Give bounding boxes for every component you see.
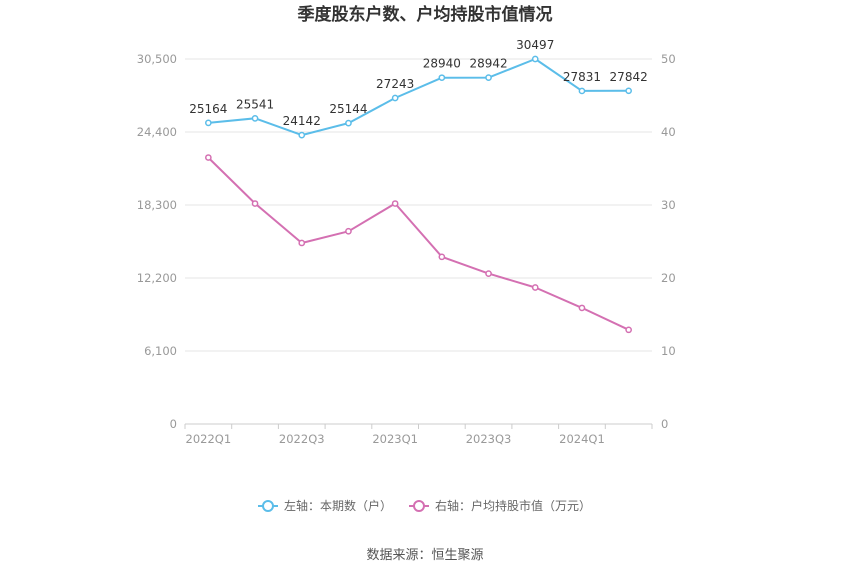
data-label: 28940 (423, 57, 461, 71)
x-tick-label: 2022Q3 (279, 432, 325, 446)
data-point[interactable] (625, 326, 633, 334)
source-note: 数据来源：恒生聚源 (366, 548, 483, 563)
y-right-tick-label: 20 (661, 271, 676, 285)
y-left-tick-label: 6,100 (144, 344, 177, 358)
data-point[interactable] (438, 253, 446, 261)
y-left-tick-label: 24,400 (137, 125, 177, 139)
y-left-tick-label: 18,300 (137, 198, 177, 212)
x-tick-label: 2022Q1 (186, 432, 232, 446)
data-point[interactable] (531, 55, 539, 63)
data-point[interactable] (578, 87, 586, 95)
data-point[interactable] (485, 270, 492, 277)
data-point[interactable] (578, 304, 586, 312)
data-point[interactable] (205, 154, 212, 161)
y-right-tick-label: 30 (661, 198, 676, 212)
y-left-tick-label: 0 (170, 417, 177, 431)
data-point[interactable] (391, 200, 399, 207)
data-point[interactable] (345, 227, 352, 235)
data-point[interactable] (298, 131, 306, 139)
data-point[interactable] (251, 200, 259, 207)
y-axis-left: 0 6,100 12,200 18,300 24,400 30,500 (137, 52, 177, 431)
legend-marker (262, 500, 274, 512)
series-layer: 25164 25541 24142 25144 27243 28940 28942 30497… (189, 38, 648, 334)
data-point[interactable] (345, 119, 352, 127)
data-point[interactable] (625, 87, 633, 95)
x-tick-label: 2023Q3 (466, 432, 512, 446)
y-left-tick-label: 12,200 (137, 271, 177, 285)
data-label: 24142 (283, 114, 321, 128)
data-label: 25541 (236, 97, 274, 111)
data-label: 30497 (516, 38, 554, 52)
y-right-tick-label: 0 (661, 417, 668, 431)
legend-item-1[interactable]: 左轴：本期数（户） (258, 498, 392, 513)
legend-label: 左轴：本期数（户） (284, 498, 392, 513)
x-tick-label: 2023Q1 (372, 432, 418, 446)
data-point[interactable] (531, 284, 539, 291)
data-point[interactable] (485, 74, 492, 81)
y-right-tick-label: 10 (661, 344, 676, 358)
series-line-2 (207, 156, 630, 331)
data-label: 27831 (563, 70, 601, 84)
data-label: 27243 (376, 77, 414, 91)
data-label: 27842 (610, 70, 648, 84)
data-point[interactable] (391, 94, 399, 102)
legend[interactable]: 左轴：本期数（户） 右轴：户均持股市值（万元） (258, 498, 591, 513)
data-label: 25144 (329, 102, 367, 116)
data-point[interactable] (438, 74, 446, 82)
x-tick-label: 2024Q1 (559, 432, 605, 446)
data-label: 28942 (469, 57, 507, 71)
y-right-tick-label: 40 (661, 125, 676, 139)
data-point[interactable] (205, 119, 212, 127)
grid-lines (185, 58, 652, 352)
y-axis-right: 0 10 20 30 40 50 (661, 52, 676, 431)
data-point[interactable] (251, 114, 259, 122)
y-left-tick-label: 30,500 (137, 52, 177, 66)
series-line-1 (208, 58, 629, 137)
y-right-tick-label: 50 (661, 52, 676, 66)
chart-title: 季度股东户数、户均持股市值情况 (298, 4, 553, 25)
legend-label: 右轴：户均持股市值（万元） (435, 498, 591, 513)
legend-item-2[interactable]: 右轴：户均持股市值（万元） (409, 498, 591, 513)
x-axis: 2022Q1 2022Q3 2023Q1 2023Q3 2024Q1 (184, 423, 653, 446)
data-label: 25164 (189, 102, 227, 116)
legend-marker (413, 500, 425, 512)
data-point[interactable] (298, 239, 306, 247)
